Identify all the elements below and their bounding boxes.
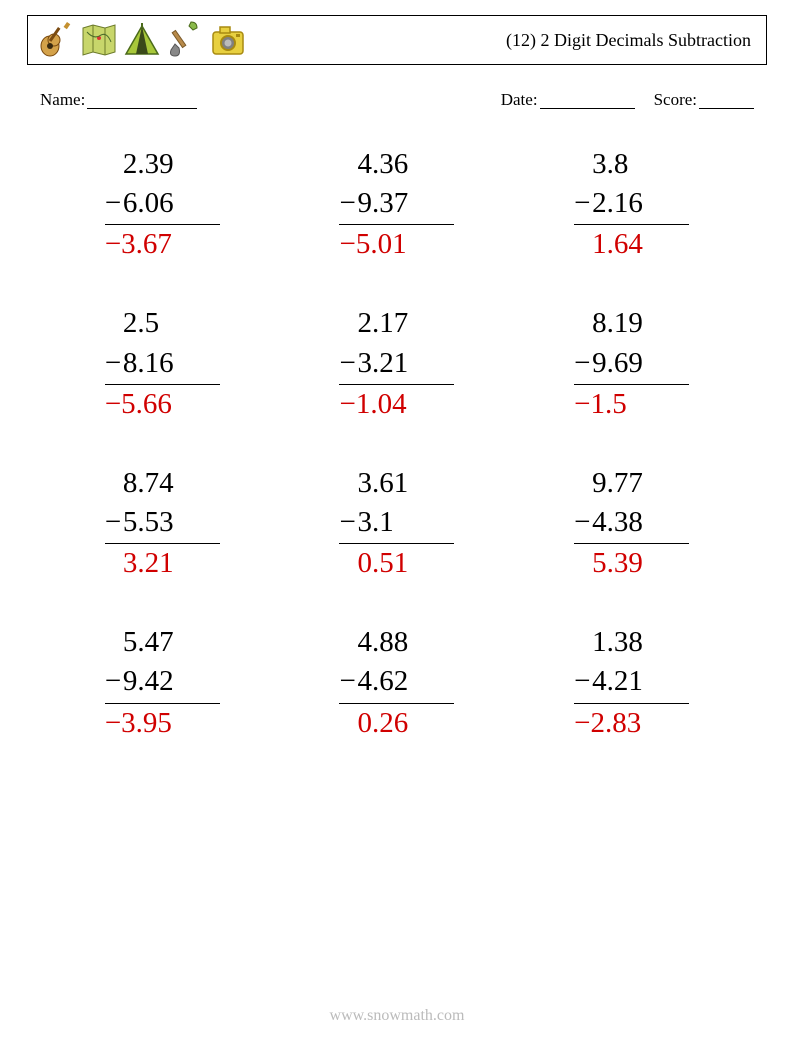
subtrahend: 3.1 <box>357 506 393 538</box>
problem: 3.8−2.161.64 <box>529 145 734 264</box>
problem: 8.19−9.69−1.5 <box>529 304 734 423</box>
answer: −5.01 <box>339 225 454 264</box>
worksheet-page: (12) 2 Digit Decimals Subtraction Name: … <box>0 0 794 1053</box>
camera-icon <box>208 20 248 60</box>
minus-operator: − <box>574 662 592 701</box>
score-label: Score: <box>654 90 697 110</box>
problem: 4.88−4.620.26 <box>295 623 500 742</box>
minus-operator: − <box>105 503 123 542</box>
answer: 0.26 <box>339 704 454 743</box>
answer: −3.95 <box>105 704 220 743</box>
minuend: 4.36 <box>339 145 454 184</box>
problem: 4.36−9.37−5.01 <box>295 145 500 264</box>
minuend: 2.39 <box>105 145 220 184</box>
subtrahend-row: −3.21 <box>339 344 454 385</box>
subtrahend: 8.16 <box>123 347 174 379</box>
problem: 1.38−4.21−2.83 <box>529 623 734 742</box>
subtrahend: 9.69 <box>592 347 643 379</box>
subtrahend: 3.21 <box>357 347 408 379</box>
subtrahend-row: −4.21 <box>574 662 689 703</box>
subtrahend: 9.42 <box>123 665 174 697</box>
subtrahend: 5.53 <box>123 506 174 538</box>
minuend: 2.5 <box>105 304 220 343</box>
subtrahend-row: −9.69 <box>574 344 689 385</box>
tent-icon <box>122 20 162 60</box>
subtrahend-row: −4.62 <box>339 662 454 703</box>
header-box: (12) 2 Digit Decimals Subtraction <box>27 15 767 65</box>
minuend: 1.38 <box>574 623 689 662</box>
minus-operator: − <box>574 503 592 542</box>
answer: −1.5 <box>574 385 689 424</box>
worksheet-title: (12) 2 Digit Decimals Subtraction <box>506 30 751 51</box>
minus-operator: − <box>105 344 123 383</box>
minus-operator: − <box>574 184 592 223</box>
minuend: 8.19 <box>574 304 689 343</box>
problem: 5.47−9.42−3.95 <box>60 623 265 742</box>
minuend: 9.77 <box>574 464 689 503</box>
subtrahend-row: −6.06 <box>105 184 220 225</box>
map-icon <box>79 20 119 60</box>
subtrahend-row: −9.37 <box>339 184 454 225</box>
score-blank[interactable] <box>699 90 754 109</box>
guitar-icon <box>36 20 76 60</box>
minus-operator: − <box>339 503 357 542</box>
minuend: 3.61 <box>339 464 454 503</box>
answer: −1.04 <box>339 385 454 424</box>
subtrahend-row: −5.53 <box>105 503 220 544</box>
date-label: Date: <box>501 90 538 110</box>
problem: 8.74−5.533.21 <box>60 464 265 583</box>
minuend: 4.88 <box>339 623 454 662</box>
subtrahend: 9.37 <box>357 187 408 219</box>
minus-operator: − <box>105 184 123 223</box>
info-row: Name: Date: Score: <box>40 90 754 110</box>
subtrahend-row: −8.16 <box>105 344 220 385</box>
subtrahend: 6.06 <box>123 187 174 219</box>
problems-grid: 2.39−6.06−3.674.36−9.37−5.013.8−2.161.64… <box>60 145 734 743</box>
answer: −3.67 <box>105 225 220 264</box>
answer: 3.21 <box>105 544 220 583</box>
problem: 9.77−4.385.39 <box>529 464 734 583</box>
subtrahend-row: −3.1 <box>339 503 454 544</box>
subtrahend: 4.62 <box>357 665 408 697</box>
shovel-icon <box>165 20 205 60</box>
problem: 2.5−8.16−5.66 <box>60 304 265 423</box>
subtrahend: 4.21 <box>592 665 643 697</box>
answer: 5.39 <box>574 544 689 583</box>
minuend: 2.17 <box>339 304 454 343</box>
date-blank[interactable] <box>540 90 635 109</box>
problem: 3.61−3.10.51 <box>295 464 500 583</box>
footer-url: www.snowmath.com <box>0 1007 794 1025</box>
name-blank[interactable] <box>87 90 197 109</box>
minus-operator: − <box>339 662 357 701</box>
problem: 2.17−3.21−1.04 <box>295 304 500 423</box>
problem: 2.39−6.06−3.67 <box>60 145 265 264</box>
header-icons <box>36 20 248 60</box>
minuend: 8.74 <box>105 464 220 503</box>
minus-operator: − <box>339 184 357 223</box>
answer: −5.66 <box>105 385 220 424</box>
minus-operator: − <box>105 662 123 701</box>
subtrahend: 2.16 <box>592 187 643 219</box>
answer: 0.51 <box>339 544 454 583</box>
minus-operator: − <box>574 344 592 383</box>
subtrahend-row: −4.38 <box>574 503 689 544</box>
minuend: 5.47 <box>105 623 220 662</box>
minus-operator: − <box>339 344 357 383</box>
answer: 1.64 <box>574 225 689 264</box>
answer: −2.83 <box>574 704 689 743</box>
name-field: Name: <box>40 90 197 110</box>
subtrahend: 4.38 <box>592 506 643 538</box>
name-label: Name: <box>40 90 85 110</box>
subtrahend-row: −2.16 <box>574 184 689 225</box>
subtrahend-row: −9.42 <box>105 662 220 703</box>
minuend: 3.8 <box>574 145 689 184</box>
